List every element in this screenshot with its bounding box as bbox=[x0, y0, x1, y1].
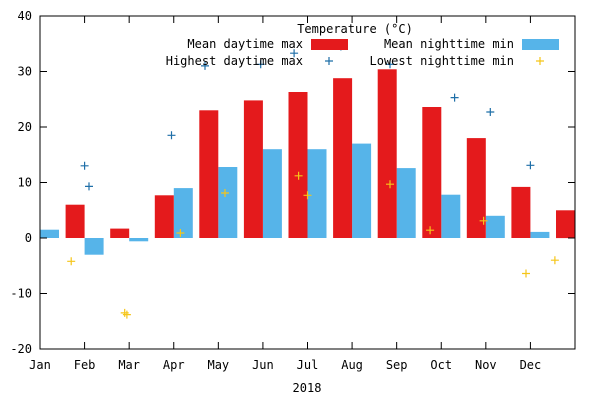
y-tick-label: -20 bbox=[10, 342, 32, 356]
day-bar-dec bbox=[556, 210, 575, 239]
legend-label-lowest-nighttime-min: Lowest nighttime min bbox=[370, 54, 515, 68]
legend: Temperature (°C)Mean daytime max Mean nig… bbox=[166, 22, 559, 68]
y-tick-label: 10 bbox=[18, 176, 32, 190]
min-marker-8 bbox=[426, 226, 435, 235]
x-tick-label-may: May bbox=[207, 358, 229, 372]
max-marker-5 bbox=[290, 49, 299, 58]
max-marker-1 bbox=[85, 182, 93, 191]
night-bar-jun bbox=[262, 149, 282, 238]
min-marker-10 bbox=[522, 269, 530, 278]
min-marker-11 bbox=[550, 256, 559, 265]
night-bar-feb bbox=[84, 238, 104, 255]
y-tick-label: 20 bbox=[18, 120, 32, 134]
y-tick-label: -10 bbox=[10, 287, 32, 301]
day-bar-feb bbox=[110, 228, 130, 238]
max-marker-9 bbox=[486, 108, 495, 116]
y-tick-label: 30 bbox=[18, 65, 32, 79]
min-marker-7 bbox=[386, 180, 394, 189]
y-tick-label: 40 bbox=[18, 9, 32, 23]
night-bar-aug bbox=[352, 143, 372, 238]
max-marker-3 bbox=[201, 61, 209, 70]
max-marker-2 bbox=[167, 131, 176, 140]
day-bar-may bbox=[243, 100, 263, 239]
y-tick-label: 0 bbox=[25, 231, 32, 245]
legend-label-mean-nighttime-min: Mean nighttime min bbox=[384, 37, 514, 51]
day-bar-mar bbox=[154, 195, 174, 238]
max-marker-0 bbox=[80, 161, 89, 170]
min-marker-3 bbox=[176, 229, 185, 237]
night-bar-jul bbox=[307, 149, 327, 238]
max-marker-8 bbox=[450, 93, 459, 102]
min-marker-2 bbox=[122, 310, 131, 319]
day-bar-jul bbox=[333, 78, 353, 238]
x-tick-label-aug: Aug bbox=[341, 358, 363, 372]
min-marker-9 bbox=[479, 216, 488, 225]
night-bar-dec bbox=[530, 231, 550, 238]
x-tick-label-dec: Dec bbox=[520, 358, 542, 372]
x-tick-label-jan: Jan bbox=[29, 358, 51, 372]
max-marker-10 bbox=[526, 161, 535, 170]
legend-label-mean-daytime-max: Mean daytime max bbox=[187, 37, 303, 51]
night-bar-jan bbox=[40, 229, 59, 238]
night-bar-apr bbox=[173, 188, 193, 238]
legend-title: Temperature (°C) bbox=[297, 22, 413, 36]
x-tick-label-jul: Jul bbox=[297, 358, 319, 372]
day-bar-jun bbox=[288, 92, 308, 238]
legend-swatch-lowest-nighttime-min bbox=[536, 57, 544, 65]
legend-swatch-highest-daytime-max bbox=[325, 57, 333, 65]
day-bar-sep bbox=[422, 107, 442, 238]
night-bar-sep bbox=[396, 168, 416, 238]
night-bar-may bbox=[218, 167, 238, 238]
x-tick-label-sep: Sep bbox=[386, 358, 408, 372]
x-tick-label-oct: Oct bbox=[430, 358, 452, 372]
legend-swatch-mean-nighttime-min bbox=[522, 39, 559, 50]
night-bar-mar bbox=[129, 238, 149, 242]
max-marker-7 bbox=[386, 60, 394, 69]
bars-layer bbox=[40, 69, 575, 255]
x-tick-label-apr: Apr bbox=[163, 358, 185, 372]
legend-swatch-mean-daytime-max bbox=[311, 39, 348, 50]
x-axis-title: 2018 bbox=[293, 381, 322, 395]
day-bar-jan bbox=[65, 204, 85, 238]
night-bar-nov bbox=[485, 215, 505, 238]
max-marker-4 bbox=[256, 60, 265, 69]
ticks-layer: -20 -10 0 10 20 30 40 Jan Feb Mar Apr May Jun Jul Aug S… bbox=[10, 9, 575, 372]
x-tick-label-nov: Nov bbox=[475, 358, 497, 372]
x-tick-label-jun: Jun bbox=[252, 358, 274, 372]
legend-label-highest-daytime-max: Highest daytime max bbox=[166, 54, 303, 68]
min-marker-0 bbox=[67, 257, 76, 266]
min-marker-4 bbox=[221, 189, 229, 197]
min-marker-5 bbox=[294, 171, 303, 180]
day-bar-aug bbox=[377, 69, 397, 238]
day-bar-apr bbox=[199, 110, 219, 238]
x-tick-label-feb: Feb bbox=[74, 358, 96, 372]
day-bar-nov bbox=[511, 186, 531, 238]
x-tick-label-mar: Mar bbox=[118, 358, 140, 372]
night-bar-oct bbox=[441, 194, 461, 238]
day-bar-oct bbox=[466, 138, 486, 238]
min-marker-6 bbox=[303, 191, 312, 200]
